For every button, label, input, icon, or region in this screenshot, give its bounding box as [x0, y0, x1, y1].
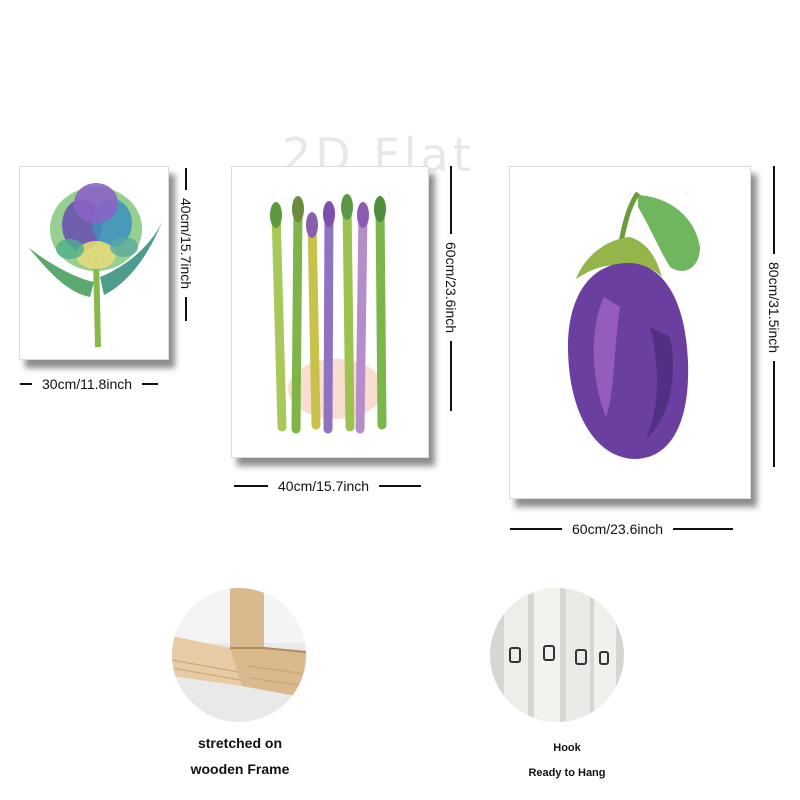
asparagus-painting-icon [270, 194, 387, 434]
asparagus-height-label: 60cm/23.6inch [443, 242, 459, 334]
frame-caption-line1: stretched on [197, 735, 282, 751]
hook-caption: Hook Ready to Hang [490, 736, 644, 786]
eggplant-painting-icon [568, 191, 700, 459]
hook-photo-icon [490, 588, 624, 722]
asparagus-width-dimension: 40cm/15.7inch [234, 478, 422, 494]
artichoke-height-label: 40cm/15.7inch [178, 198, 194, 290]
hook-caption-line1: Hook [553, 742, 581, 754]
hook-caption-line2: Ready to Hang [528, 767, 606, 779]
asparagus-width-label: 40cm/15.7inch [278, 478, 370, 494]
asparagus-height-dimension: 60cm/23.6inch [443, 166, 459, 412]
artichoke-canvas [19, 166, 169, 360]
eggplant-width-dimension: 60cm/23.6inch [510, 521, 734, 537]
wooden-frame-photo-icon [172, 588, 306, 722]
artichoke-height-dimension: 40cm/15.7inch [178, 168, 194, 322]
artichoke-painting-icon [28, 183, 162, 348]
eggplant-height-label: 80cm/31.5inch [766, 262, 782, 354]
artichoke-width-dimension: 30cm/11.8inch [20, 376, 159, 392]
frame-caption: stretched on wooden Frame [170, 730, 310, 782]
artichoke-width-label: 30cm/11.8inch [42, 376, 133, 392]
frame-caption-line2: wooden Frame [190, 761, 290, 777]
eggplant-canvas [509, 166, 751, 499]
asparagus-canvas [231, 166, 429, 458]
eggplant-width-label: 60cm/23.6inch [572, 521, 664, 537]
eggplant-height-dimension: 80cm/31.5inch [766, 166, 782, 468]
